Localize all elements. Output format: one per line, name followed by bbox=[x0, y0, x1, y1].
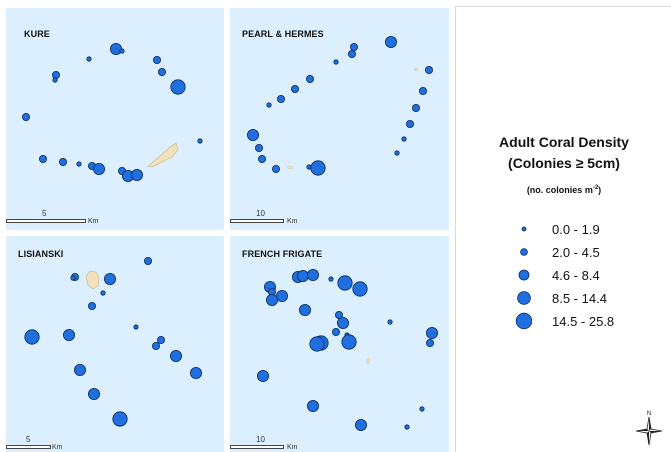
legend-circle bbox=[521, 226, 527, 232]
map-panel-kure: KURE 5 Km bbox=[6, 8, 224, 230]
legend: Adult Coral Density (Colonies ≥ 5cm) (no… bbox=[455, 6, 671, 452]
north-label: N bbox=[647, 411, 651, 417]
legend-units-exponent: -2 bbox=[592, 185, 599, 191]
scale-value: 10 bbox=[256, 435, 265, 444]
legend-item: 8.5 - 14.4 bbox=[492, 288, 652, 308]
scale-value: 5 bbox=[26, 435, 31, 444]
legend-item: 4.6 - 8.4 bbox=[492, 265, 652, 285]
legend-circle bbox=[515, 312, 532, 330]
legend-item: 2.0 - 4.5 bbox=[492, 242, 652, 262]
panel-title: FRENCH FRIGATE bbox=[242, 249, 323, 259]
legend-label: 0.0 - 1.9 bbox=[552, 222, 600, 237]
scale-bar bbox=[230, 445, 284, 449]
legend-symbol bbox=[517, 291, 531, 305]
scale-value: 10 bbox=[256, 209, 265, 218]
legend-units: (no. colonies m-2) bbox=[456, 185, 671, 195]
panel-title: LISIANSKI bbox=[18, 249, 64, 259]
scale-unit: Km bbox=[88, 218, 99, 225]
scale-unit: Km bbox=[287, 444, 298, 451]
scale-bar bbox=[6, 219, 86, 223]
legend-item: 14.5 - 25.8 bbox=[492, 311, 652, 331]
legend-label: 14.5 - 25.8 bbox=[552, 314, 615, 329]
legend-units-prefix: (no. colonies m bbox=[526, 185, 593, 195]
scale-value: 5 bbox=[42, 209, 47, 218]
legend-title-line2: (Colonies ≥ 5cm) bbox=[508, 155, 620, 171]
compass-star-shade bbox=[647, 417, 651, 445]
legend-symbol bbox=[515, 312, 532, 330]
scale-bar bbox=[6, 445, 51, 449]
map-panel-lisianski: LISIANSKI 5 Km bbox=[6, 236, 224, 452]
legend-symbol bbox=[520, 248, 528, 256]
legend-symbol bbox=[518, 269, 530, 281]
legend-circle bbox=[520, 248, 528, 256]
legend-label: 2.0 - 4.5 bbox=[552, 245, 600, 260]
map-panel-pearl-hermes: PEARL & HERMES 10 Km bbox=[230, 8, 449, 230]
panel-title: KURE bbox=[24, 29, 50, 39]
scale-bar bbox=[230, 219, 284, 223]
legend-symbol bbox=[521, 226, 527, 232]
legend-label: 4.6 - 8.4 bbox=[552, 268, 600, 283]
compass-star-shade-h bbox=[636, 429, 662, 433]
legend-title: Adult Coral Density bbox=[499, 134, 629, 150]
scale-unit: Km bbox=[52, 444, 63, 451]
legend-label: 8.5 - 14.4 bbox=[552, 291, 607, 306]
legend-item: 0.0 - 1.9 bbox=[492, 219, 652, 239]
legend-units-suffix: ) bbox=[598, 185, 602, 195]
north-arrow-icon: N bbox=[635, 411, 663, 446]
legend-circle bbox=[518, 269, 530, 281]
panel-title: PEARL & HERMES bbox=[242, 29, 324, 39]
scale-unit: Km bbox=[287, 218, 298, 225]
map-panel-french-frigate: FRENCH FRIGATE 10 Km bbox=[230, 236, 449, 452]
legend-circle bbox=[517, 291, 531, 305]
